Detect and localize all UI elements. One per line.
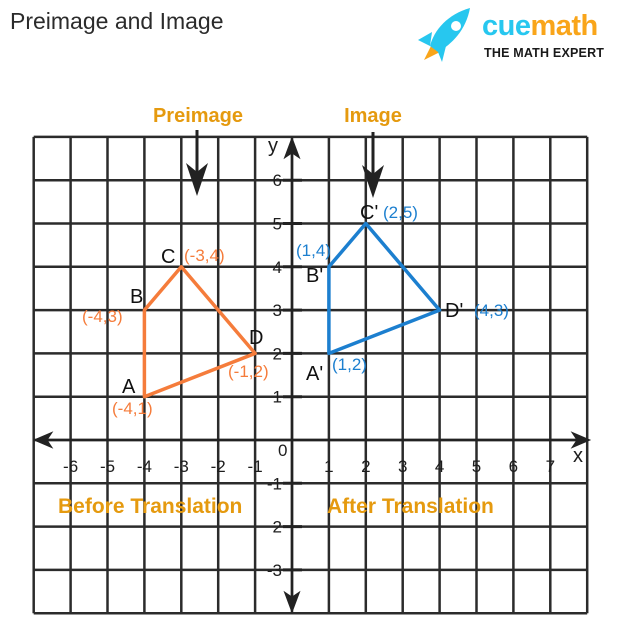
- vertex-label-b-prime: B': [306, 265, 323, 287]
- y-tick-label: 1: [273, 388, 282, 407]
- grid: [32, 135, 589, 615]
- x-axis-left-arrow-icon: [32, 431, 54, 449]
- x-tick-label: 2: [361, 457, 370, 476]
- logo-math: math: [530, 10, 598, 42]
- vertex-coord-b-prime: (1,4): [296, 241, 331, 260]
- x-tick-label: -5: [100, 457, 115, 476]
- vertex-coord-b: (-4,3): [82, 307, 123, 326]
- x-tick-label: -3: [174, 457, 189, 476]
- y-tick-label: 2: [273, 344, 282, 363]
- logo-wordmark: cuemath: [482, 10, 598, 43]
- y-tick-label: 2: [273, 518, 282, 537]
- x-tick-label: 1: [324, 457, 333, 476]
- vertex-label-d: D: [249, 327, 263, 349]
- x-tick-label: 5: [472, 457, 481, 476]
- x-tick-label: 4: [435, 457, 444, 476]
- y-tick-label: 4: [273, 258, 282, 277]
- y-axis-up-arrow-icon: [283, 136, 301, 160]
- y-tick-label: -3: [267, 561, 282, 580]
- page-title: Preimage and Image: [10, 8, 224, 34]
- image-pointer-arrow-icon: [362, 132, 384, 198]
- vertex-label-d-prime: D': [445, 300, 463, 322]
- origin-label: 0: [278, 441, 287, 460]
- vertex-label-b: B: [130, 286, 143, 308]
- x-tick-label: 6: [509, 457, 518, 476]
- logo-tagline: THE MATH EXPERT: [484, 46, 605, 60]
- before-translation-label: Before Translation: [58, 495, 242, 518]
- logo-cue: cue: [482, 10, 531, 42]
- vertex-coord-a: (-4,1): [112, 399, 153, 418]
- vertex-coord-d-prime: (4,3): [474, 301, 509, 320]
- vertex-coord-c: (-3,4): [184, 246, 225, 265]
- preimage-pointer-arrow-icon: [186, 130, 208, 196]
- x-tick-label: -1: [248, 457, 263, 476]
- y-tick-label: 6: [273, 171, 282, 190]
- vertex-label-c: C: [161, 246, 175, 268]
- vertex-coord-a-prime: (1,2): [332, 355, 367, 374]
- vertex-coord-d: (-1,2): [228, 362, 269, 381]
- y-axis-label: y: [268, 135, 278, 157]
- x-tick-labels: -6 -5 -4 -3 -2 -1 1 2 3 4 5 6 7: [63, 457, 555, 476]
- x-tick-label: 3: [398, 457, 407, 476]
- y-tick-label: 5: [273, 215, 282, 234]
- preimage-quadrilateral: [142, 265, 257, 399]
- image-heading: Image: [344, 105, 402, 127]
- after-translation-label: After Translation: [327, 495, 494, 518]
- vertex-label-a: A: [122, 376, 136, 398]
- x-tick-label: -4: [137, 457, 152, 476]
- y-tick-labels: 6 5 4 3 2 1 -1 2 -3: [267, 171, 302, 580]
- x-axis: [32, 431, 592, 449]
- preimage-heading: Preimage: [153, 105, 243, 127]
- image-quadrilateral: [327, 221, 442, 356]
- x-axis-label: x: [573, 445, 583, 467]
- y-axis: [283, 136, 301, 614]
- y-tick-label: -1: [267, 474, 282, 493]
- vertex-label-a-prime: A': [306, 363, 323, 385]
- x-tick-label: -6: [63, 457, 78, 476]
- y-axis-down-arrow-icon: [283, 590, 301, 614]
- cuemath-logo: cuemath THE MATH EXPERT: [410, 4, 620, 66]
- vertex-label-c-prime: C': [360, 202, 378, 224]
- x-tick-label: 7: [546, 457, 555, 476]
- rocket-icon: [418, 8, 470, 62]
- x-tick-label: -2: [211, 457, 226, 476]
- x-axis-right-arrow-icon: [570, 431, 592, 449]
- vertex-coord-c-prime: (2,5): [383, 203, 418, 222]
- y-tick-label: 3: [273, 301, 282, 320]
